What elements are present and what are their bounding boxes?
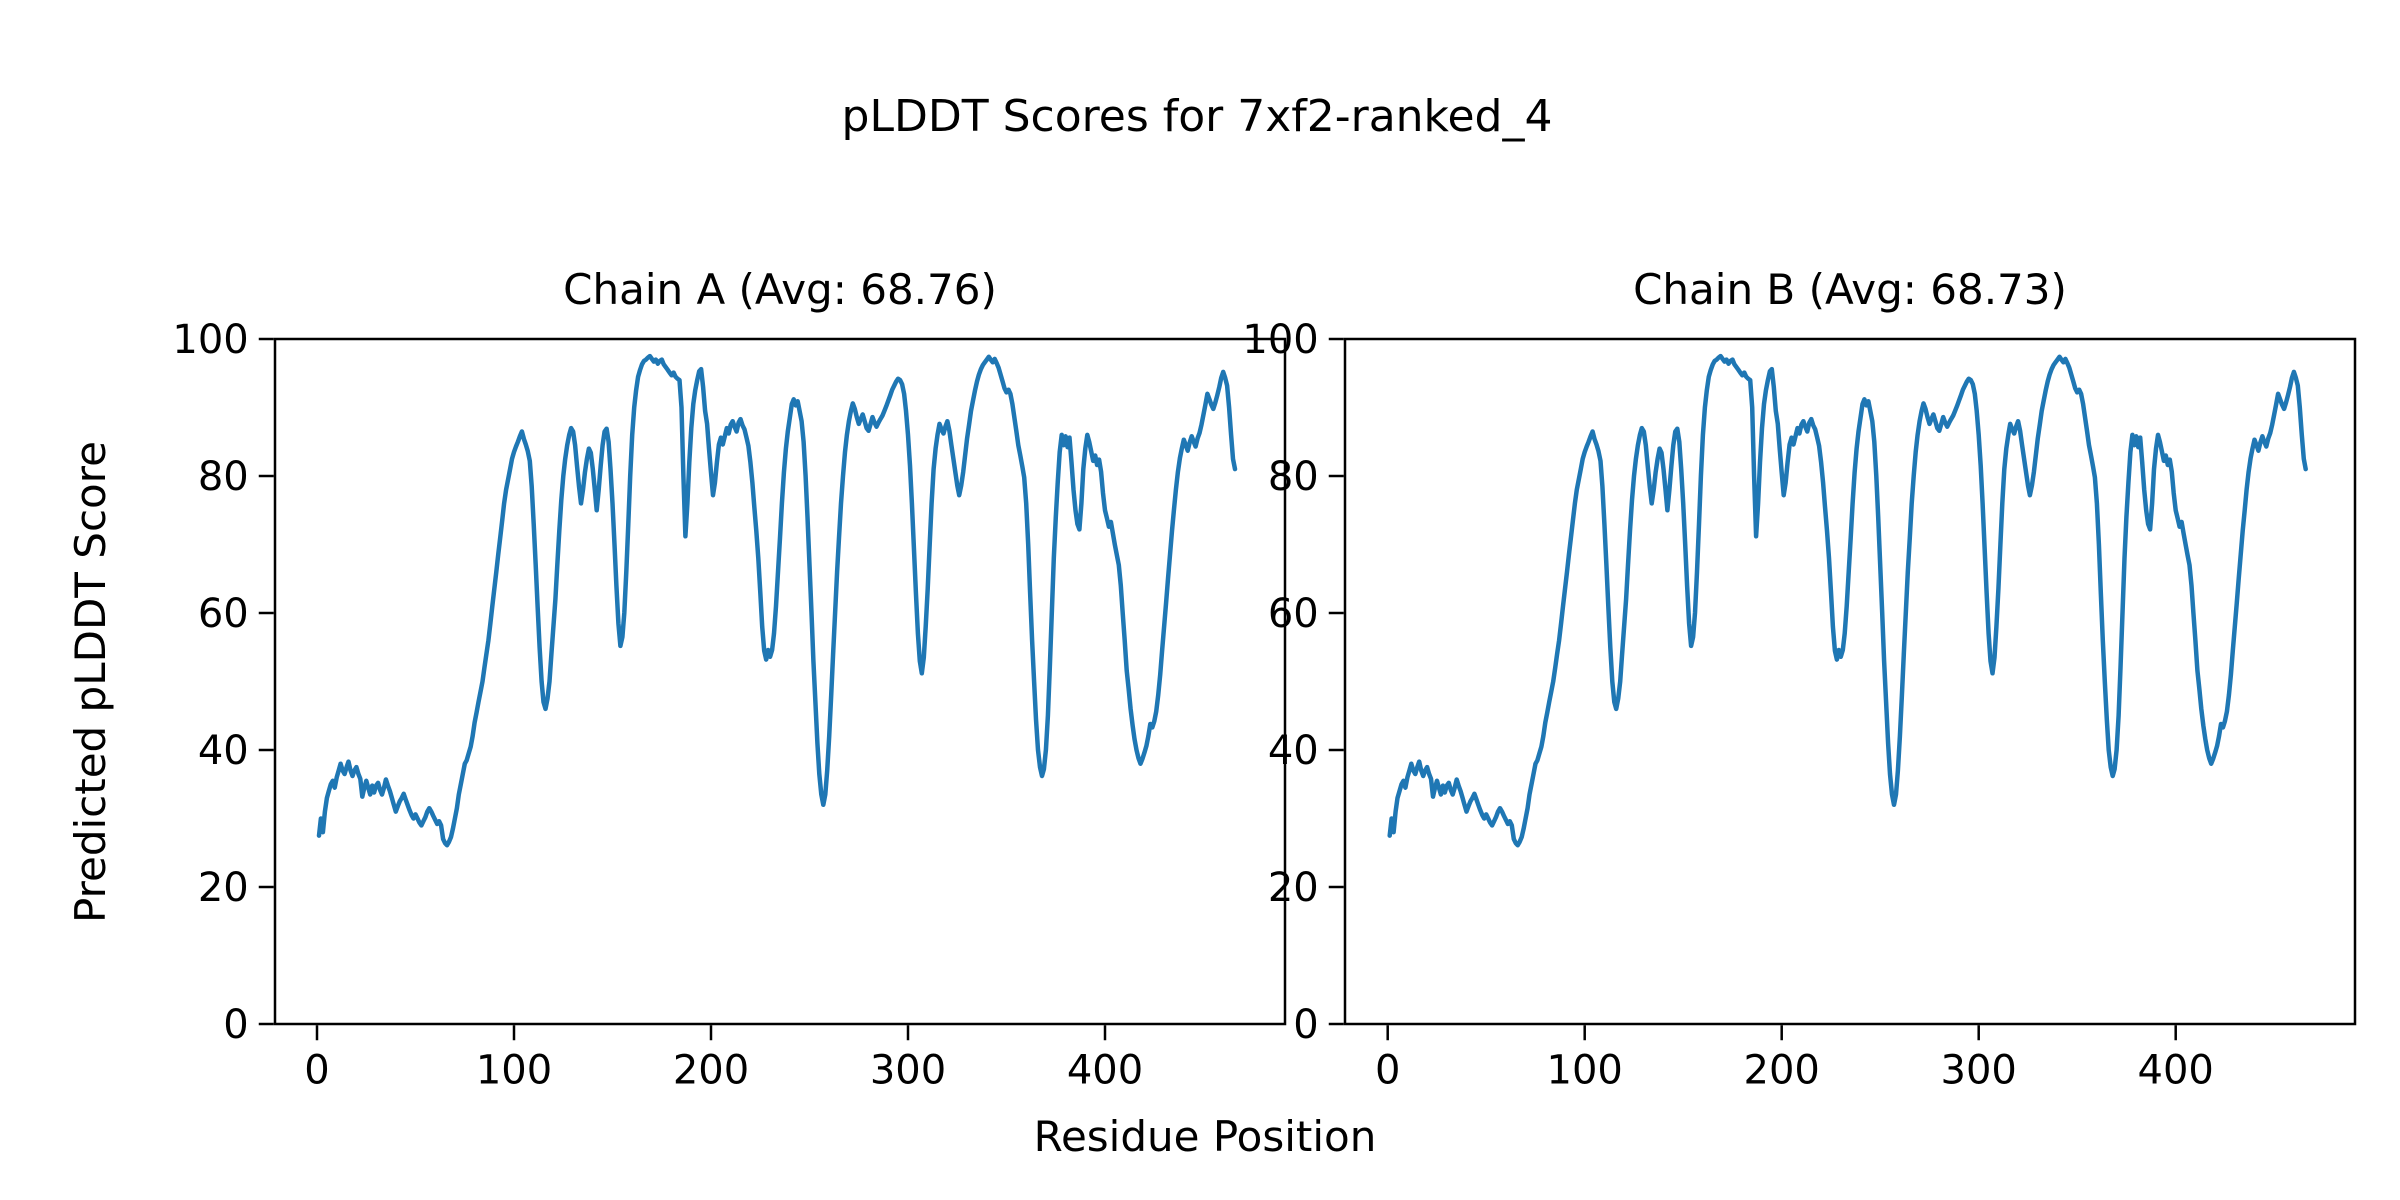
plddt-line-chain-a	[316, 353, 1238, 848]
y-tick-label: 40	[1268, 728, 1319, 774]
x-tick-label: 200	[673, 1047, 749, 1093]
y-tick-label: 100	[1242, 317, 1318, 363]
axes-spines	[1343, 337, 2357, 1026]
x-tick-label: 300	[1941, 1047, 2017, 1093]
x-tick-label: 0	[304, 1047, 329, 1093]
subplots-group: 0 100 200 300 400 0 20 40 60 80 100 0 100 200 300 400 0 2…	[172, 317, 2357, 1093]
axes-spines	[273, 337, 1287, 1026]
x-tick-label: 300	[870, 1047, 946, 1093]
y-tick-label: 80	[1268, 454, 1319, 500]
x-tick-label: 100	[476, 1047, 552, 1093]
x-tick-label: 100	[1547, 1047, 1623, 1093]
y-tick-label: 20	[198, 865, 249, 911]
x-tick-label: 400	[1067, 1047, 1143, 1093]
y-tick-label: 100	[172, 317, 248, 363]
y-tick-label: 60	[1268, 591, 1319, 637]
y-axis-label: Predicted pLDDT Score	[66, 441, 115, 923]
x-axis-label: Residue Position	[1034, 1112, 1377, 1161]
y-tick-label: 0	[1293, 1002, 1318, 1048]
y-tick-label: 60	[198, 591, 249, 637]
y-tick-label: 0	[223, 1002, 248, 1048]
subplot-chain-b: 0 100 200 300 400 0 20 40 60 80 100	[1242, 317, 2357, 1093]
y-tick-label: 20	[1268, 865, 1319, 911]
x-tick-label: 200	[1744, 1047, 1820, 1093]
x-tick-label: 0	[1375, 1047, 1400, 1093]
figure-title: pLDDT Scores for 7xf2-ranked_4	[842, 91, 1553, 142]
y-tick-label: 80	[198, 454, 249, 500]
subplot-chain-a: 0 100 200 300 400 0 20 40 60 80 100	[172, 317, 1287, 1093]
chain-a-subplot-title: Chain A (Avg: 68.76)	[563, 265, 997, 314]
chain-b-subplot-title: Chain B (Avg: 68.73)	[1633, 265, 2067, 314]
x-tick-label: 400	[2138, 1047, 2214, 1093]
plddt-line-chain-b	[1387, 353, 2308, 848]
y-tick-label: 40	[198, 728, 249, 774]
